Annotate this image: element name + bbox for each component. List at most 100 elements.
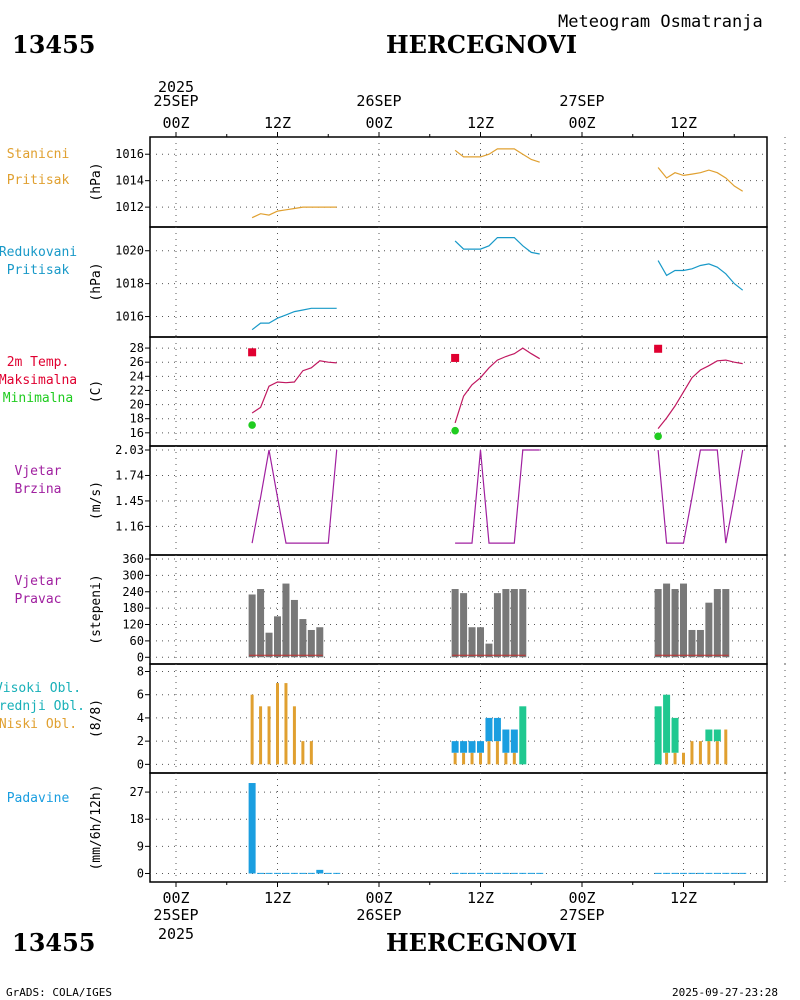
bottom-time-label: 00Z [162,889,189,907]
cloud-bar [276,683,279,765]
y-tick-label: 1.74 [115,468,144,482]
series-line [657,260,744,291]
y-axis-label: (8/8) [89,699,104,738]
cloud-bar [504,752,508,765]
tmin-marker [654,432,662,441]
y-tick-label: 18 [130,412,144,426]
bottom-time-label: 12Z [264,889,291,907]
tmax-marker [451,353,460,362]
top-time-label: 26SEP [356,92,401,110]
series-line [454,347,541,424]
direction-bar [519,589,527,658]
cloud-bar [724,729,728,765]
footer-timestamp: 2025-09-27-23:28 [672,986,778,999]
series-line [251,307,337,331]
y-tick-label: 1.45 [115,494,144,508]
cloud-bar [671,717,679,753]
tmax-marker [248,348,257,357]
cloud-bar [250,694,254,765]
y-tick-label: 1012 [115,200,144,214]
station-name-top: HERCEGNOVI [386,30,578,59]
tmin-marker [248,421,256,429]
y-tick-label: 0 [137,650,144,664]
y-tick-label: 20 [130,398,144,412]
precip-bar [316,869,324,874]
y-axis-label: (m/s) [89,481,104,520]
direction-bar [282,583,290,658]
y-tick-label: 360 [122,552,144,566]
series-line [454,148,540,163]
direction-bar [671,589,679,658]
cloud-bar [284,683,288,765]
panel-title: 2m Temp. [7,355,70,370]
bottom-time-label: 27SEP [559,906,604,924]
y-tick-label: 22 [130,383,144,397]
direction-bar [477,627,484,658]
panel-title: Srednji Obl. [0,699,85,714]
cloud-bar [495,741,499,765]
panel-title: Niski Obl. [0,717,77,732]
precip-bar [519,872,527,874]
y-tick-label: 9 [137,839,144,853]
series-line [657,359,743,429]
direction-bar [713,589,721,658]
cloud-bar [510,729,518,753]
meteogram-subtitle: Meteogram Osmatranja [558,12,763,32]
direction-bar [451,589,459,658]
cloud-bar [267,706,271,765]
cloud-bar [519,706,527,765]
tmax-marker [654,344,663,353]
series-line [455,449,540,544]
direction-bar [316,627,324,658]
precip-bar [739,872,747,874]
precip-bar [307,872,315,874]
y-tick-label: 300 [122,568,144,582]
precip-bar [265,872,273,874]
cloud-bar [502,729,510,753]
panel-frame [149,772,768,883]
y-tick-label: 180 [122,601,144,615]
y-tick-label: 16 [130,426,144,440]
precip-bar [510,872,518,874]
direction-bar [460,593,468,658]
y-tick-label: 6 [137,688,144,702]
precip-bar [282,872,290,874]
precip-bar [468,872,476,874]
cloud-bar [705,729,713,742]
y-tick-label: 0 [137,866,144,880]
precip-bar [485,872,493,874]
panel-title: Minimalna [3,391,73,406]
direction-bar [299,619,307,658]
series-line [251,360,337,414]
bottom-time-label: 12Z [467,889,494,907]
panel-title: Brzina [15,482,62,497]
precip-bar [722,872,730,874]
cloud-bar [673,752,677,765]
y-tick-label: 1014 [115,174,144,188]
cloud-bar [259,706,263,765]
direction-bar [468,627,476,658]
series-line [657,167,744,192]
direction-bar [654,589,662,658]
y-tick-label: 1.16 [115,519,144,533]
direction-bar [510,589,518,658]
cloud-bar [690,741,694,765]
direction-bar [663,583,671,658]
y-tick-label: 240 [122,585,144,599]
top-time-label: 00Z [568,114,595,132]
bottom-time-label: 00Z [568,889,595,907]
y-axis-label: (C) [89,380,104,403]
direction-bar [502,589,510,658]
panel-frame [149,445,768,556]
cloud-bar [715,741,719,765]
direction-bar [705,602,713,658]
cloud-bar [663,694,671,753]
y-axis-label: (hPa) [89,262,104,301]
precip-bar [527,872,535,874]
y-tick-label: 24 [130,369,144,383]
direction-bar [257,589,265,658]
cloud-bar [713,729,721,742]
precip-bar [333,872,341,874]
precip-bar [290,872,298,874]
